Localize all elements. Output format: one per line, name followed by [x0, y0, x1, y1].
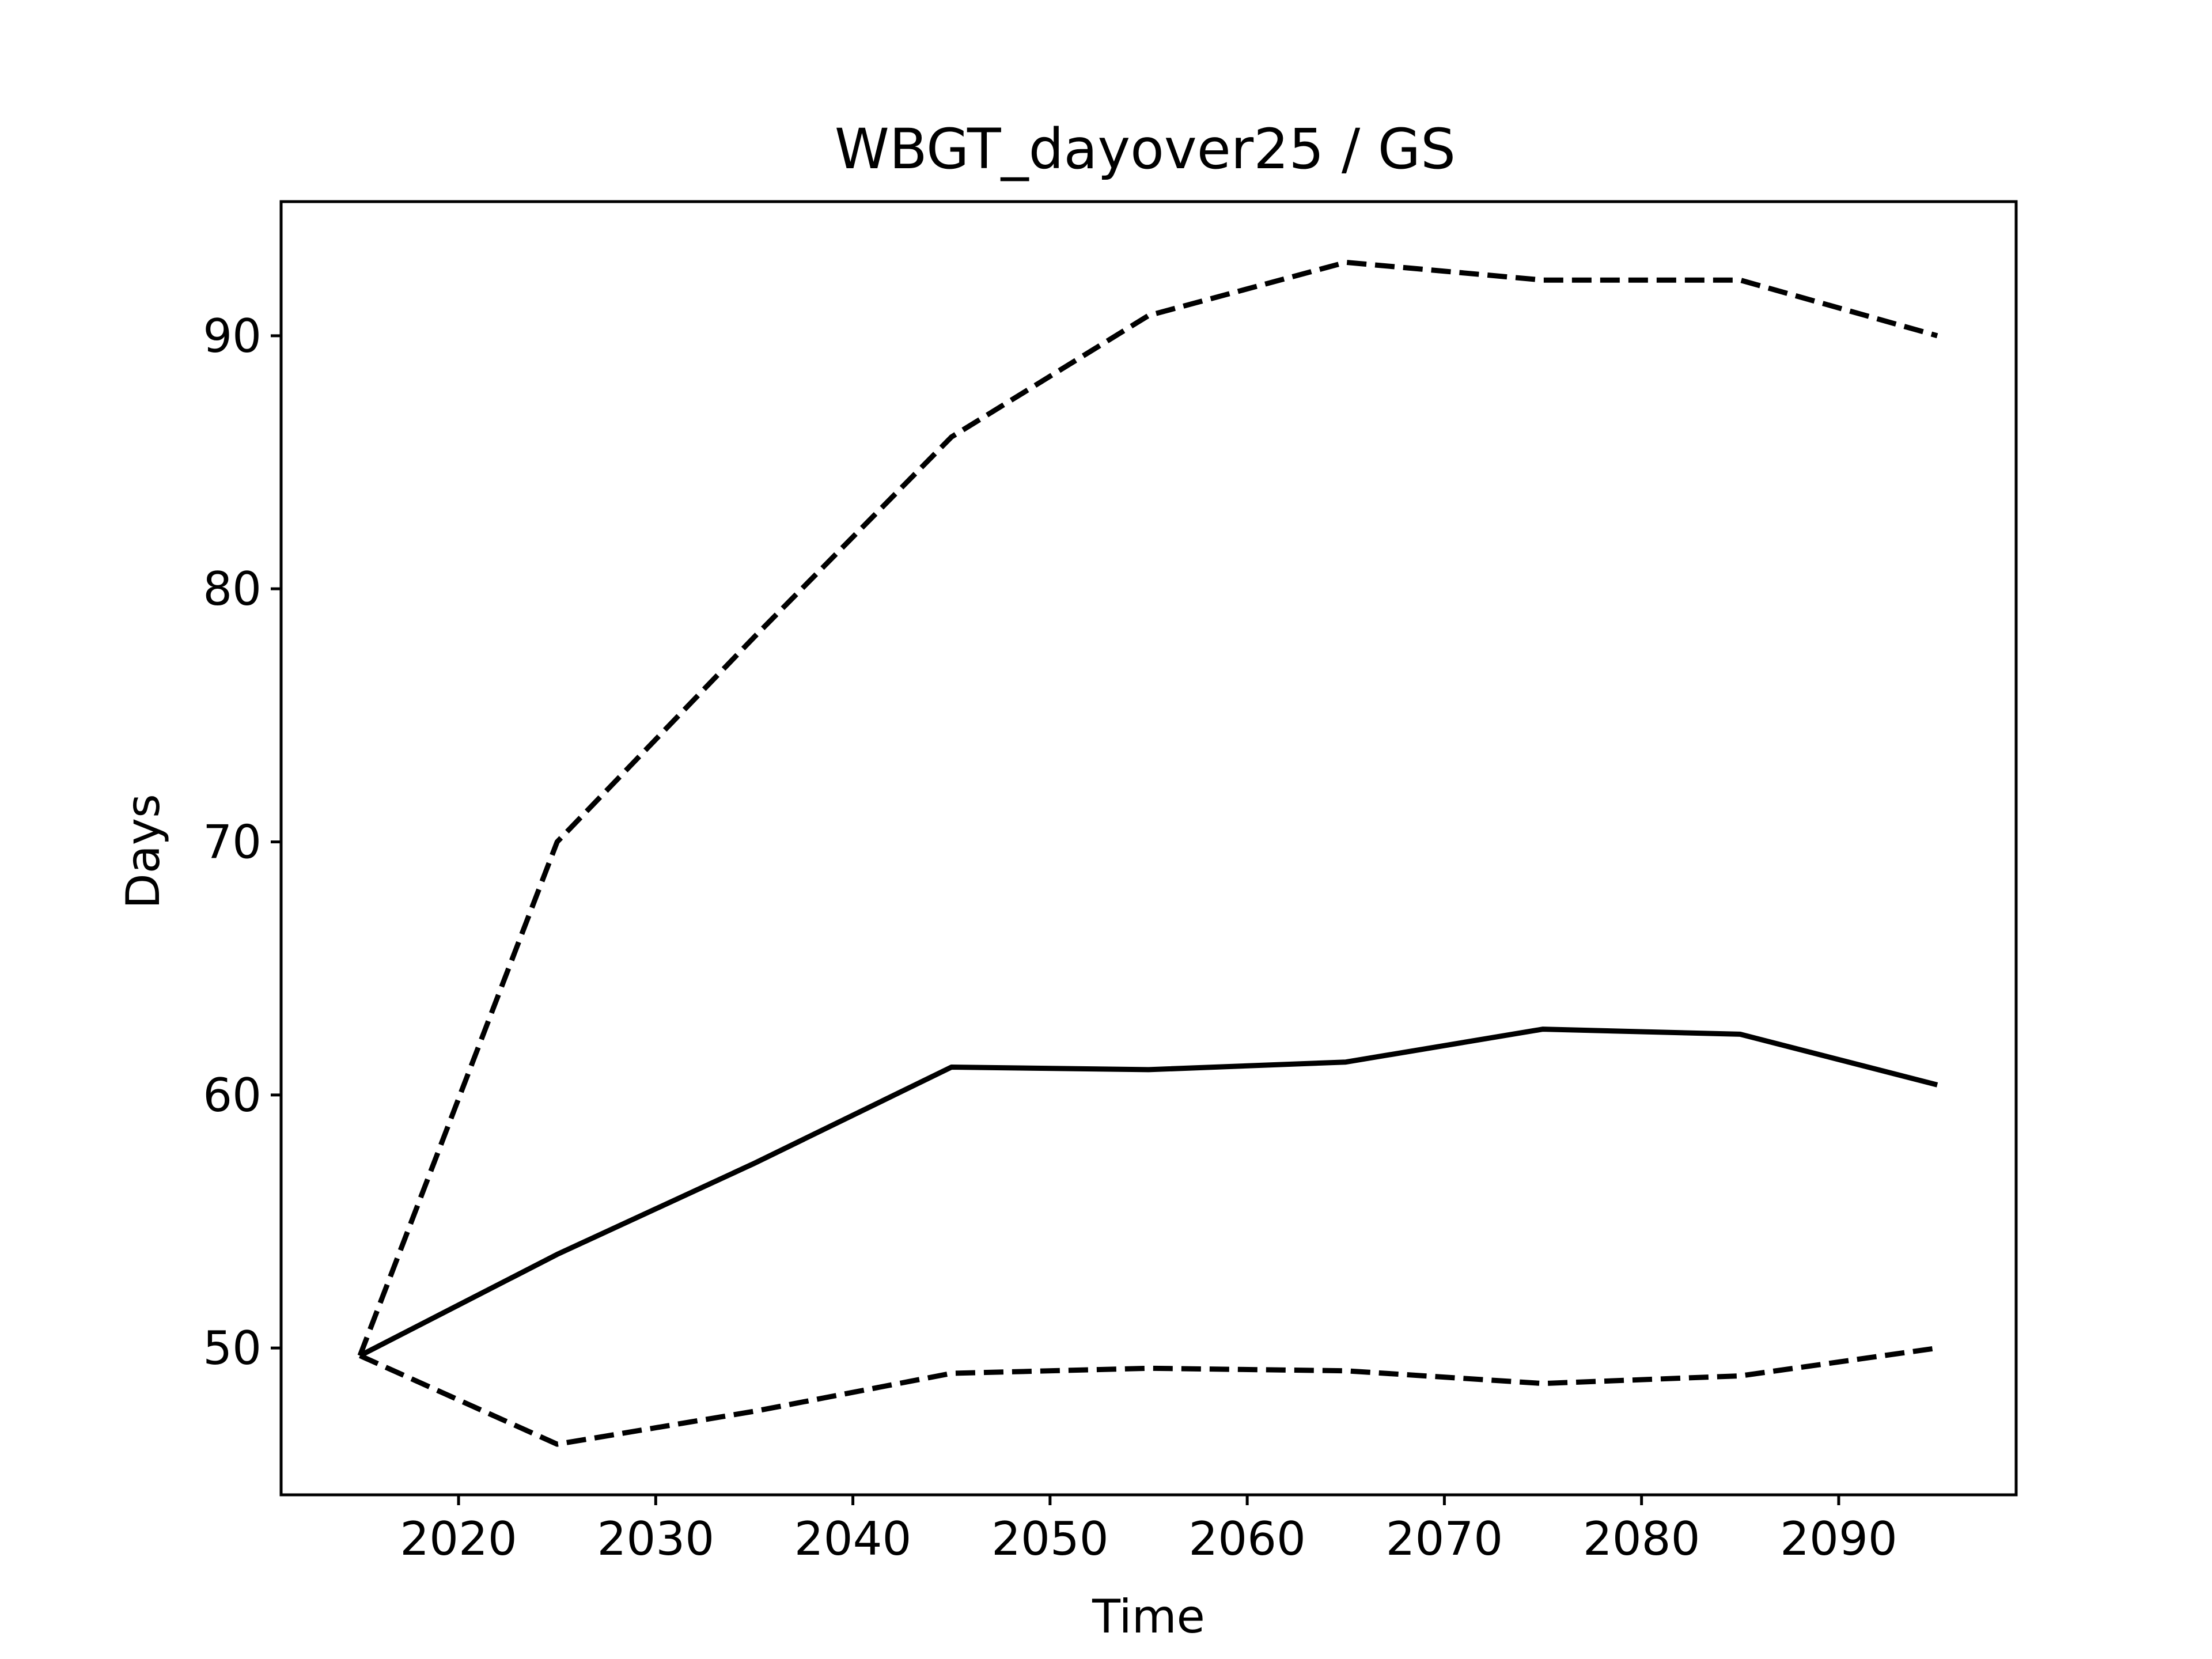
x-tick-label: 2070	[1386, 1512, 1503, 1566]
y-tick-label: 80	[203, 562, 262, 616]
x-tick-label: 2090	[1780, 1512, 1897, 1566]
x-tick-label: 2040	[794, 1512, 912, 1566]
plot-frame	[279, 200, 2018, 1497]
x-tick-label: 2060	[1188, 1512, 1306, 1566]
y-axis-label: Days	[116, 794, 170, 909]
x-tick-label: 2050	[991, 1512, 1109, 1566]
x-tick-label: 2030	[597, 1512, 715, 1566]
x-axis: 2020 2030 2040 2050 2060 2070 2080 2090	[400, 1495, 1897, 1566]
y-tick-label: 60	[203, 1069, 262, 1122]
x-axis-label: Time	[1092, 1590, 1205, 1643]
y-tick-label: 90	[203, 309, 262, 363]
y-tick-label: 50	[203, 1321, 262, 1375]
x-tick-label: 2080	[1583, 1512, 1700, 1566]
x-tick-label: 2020	[400, 1512, 517, 1566]
series-line-3	[359, 1345, 1938, 1447]
plot-area	[357, 259, 1938, 1447]
y-tick-label: 70	[203, 816, 262, 869]
chart-title: WBGT_dayover25 / GS	[835, 117, 1456, 181]
series-line-1	[358, 1027, 1938, 1358]
y-axis: 50 60 70 80 90	[203, 309, 281, 1375]
series-line-2	[357, 259, 1938, 1357]
